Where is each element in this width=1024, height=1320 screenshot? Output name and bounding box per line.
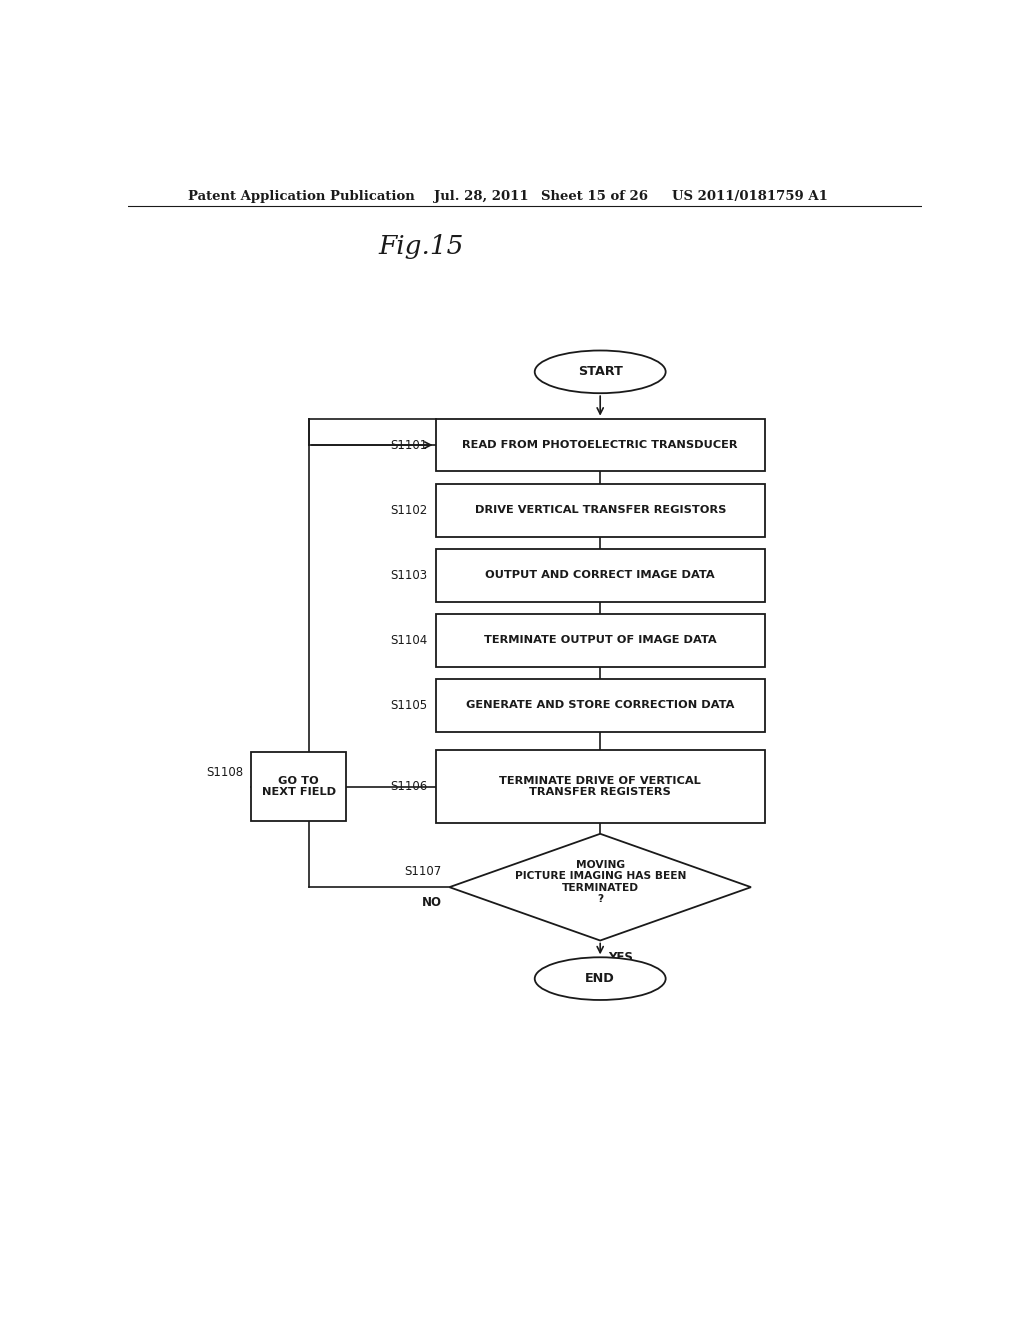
Text: NO: NO xyxy=(422,896,441,909)
Bar xyxy=(435,678,765,731)
Bar xyxy=(435,750,765,824)
Text: GO TO
NEXT FIELD: GO TO NEXT FIELD xyxy=(261,776,336,797)
Text: S1102: S1102 xyxy=(390,503,428,516)
Text: S1108: S1108 xyxy=(206,766,243,779)
Text: OUTPUT AND CORRECT IMAGE DATA: OUTPUT AND CORRECT IMAGE DATA xyxy=(485,570,715,579)
Text: Fig.15: Fig.15 xyxy=(378,235,463,259)
Text: TERMINATE DRIVE OF VERTICAL
TRANSFER REGISTERS: TERMINATE DRIVE OF VERTICAL TRANSFER REG… xyxy=(500,776,701,797)
Text: YES: YES xyxy=(608,950,633,964)
Bar xyxy=(435,418,765,471)
Text: END: END xyxy=(586,972,615,985)
Text: Sheet 15 of 26: Sheet 15 of 26 xyxy=(541,190,647,202)
Bar xyxy=(251,752,346,821)
Ellipse shape xyxy=(535,957,666,1001)
Text: TERMINATE OUTPUT OF IMAGE DATA: TERMINATE OUTPUT OF IMAGE DATA xyxy=(484,635,717,645)
Text: S1107: S1107 xyxy=(404,866,441,878)
Text: Jul. 28, 2011: Jul. 28, 2011 xyxy=(433,190,528,202)
Text: READ FROM PHOTOELECTRIC TRANSDUCER: READ FROM PHOTOELECTRIC TRANSDUCER xyxy=(463,440,738,450)
Text: Patent Application Publication: Patent Application Publication xyxy=(187,190,415,202)
Bar xyxy=(435,549,765,602)
Bar xyxy=(435,614,765,667)
Text: S1106: S1106 xyxy=(390,780,428,793)
Polygon shape xyxy=(450,834,751,941)
Text: DRIVE VERTICAL TRANSFER REGISTORS: DRIVE VERTICAL TRANSFER REGISTORS xyxy=(474,506,726,515)
Text: US 2011/0181759 A1: US 2011/0181759 A1 xyxy=(672,190,827,202)
Text: S1104: S1104 xyxy=(390,634,428,647)
Text: S1103: S1103 xyxy=(390,569,428,582)
Bar xyxy=(435,483,765,536)
Text: S1101: S1101 xyxy=(390,438,428,451)
Text: GENERATE AND STORE CORRECTION DATA: GENERATE AND STORE CORRECTION DATA xyxy=(466,700,734,710)
Text: S1105: S1105 xyxy=(390,698,428,711)
Ellipse shape xyxy=(535,351,666,393)
Text: MOVING
PICTURE IMAGING HAS BEEN
TERMINATED
?: MOVING PICTURE IMAGING HAS BEEN TERMINAT… xyxy=(514,859,686,904)
Text: START: START xyxy=(578,366,623,379)
